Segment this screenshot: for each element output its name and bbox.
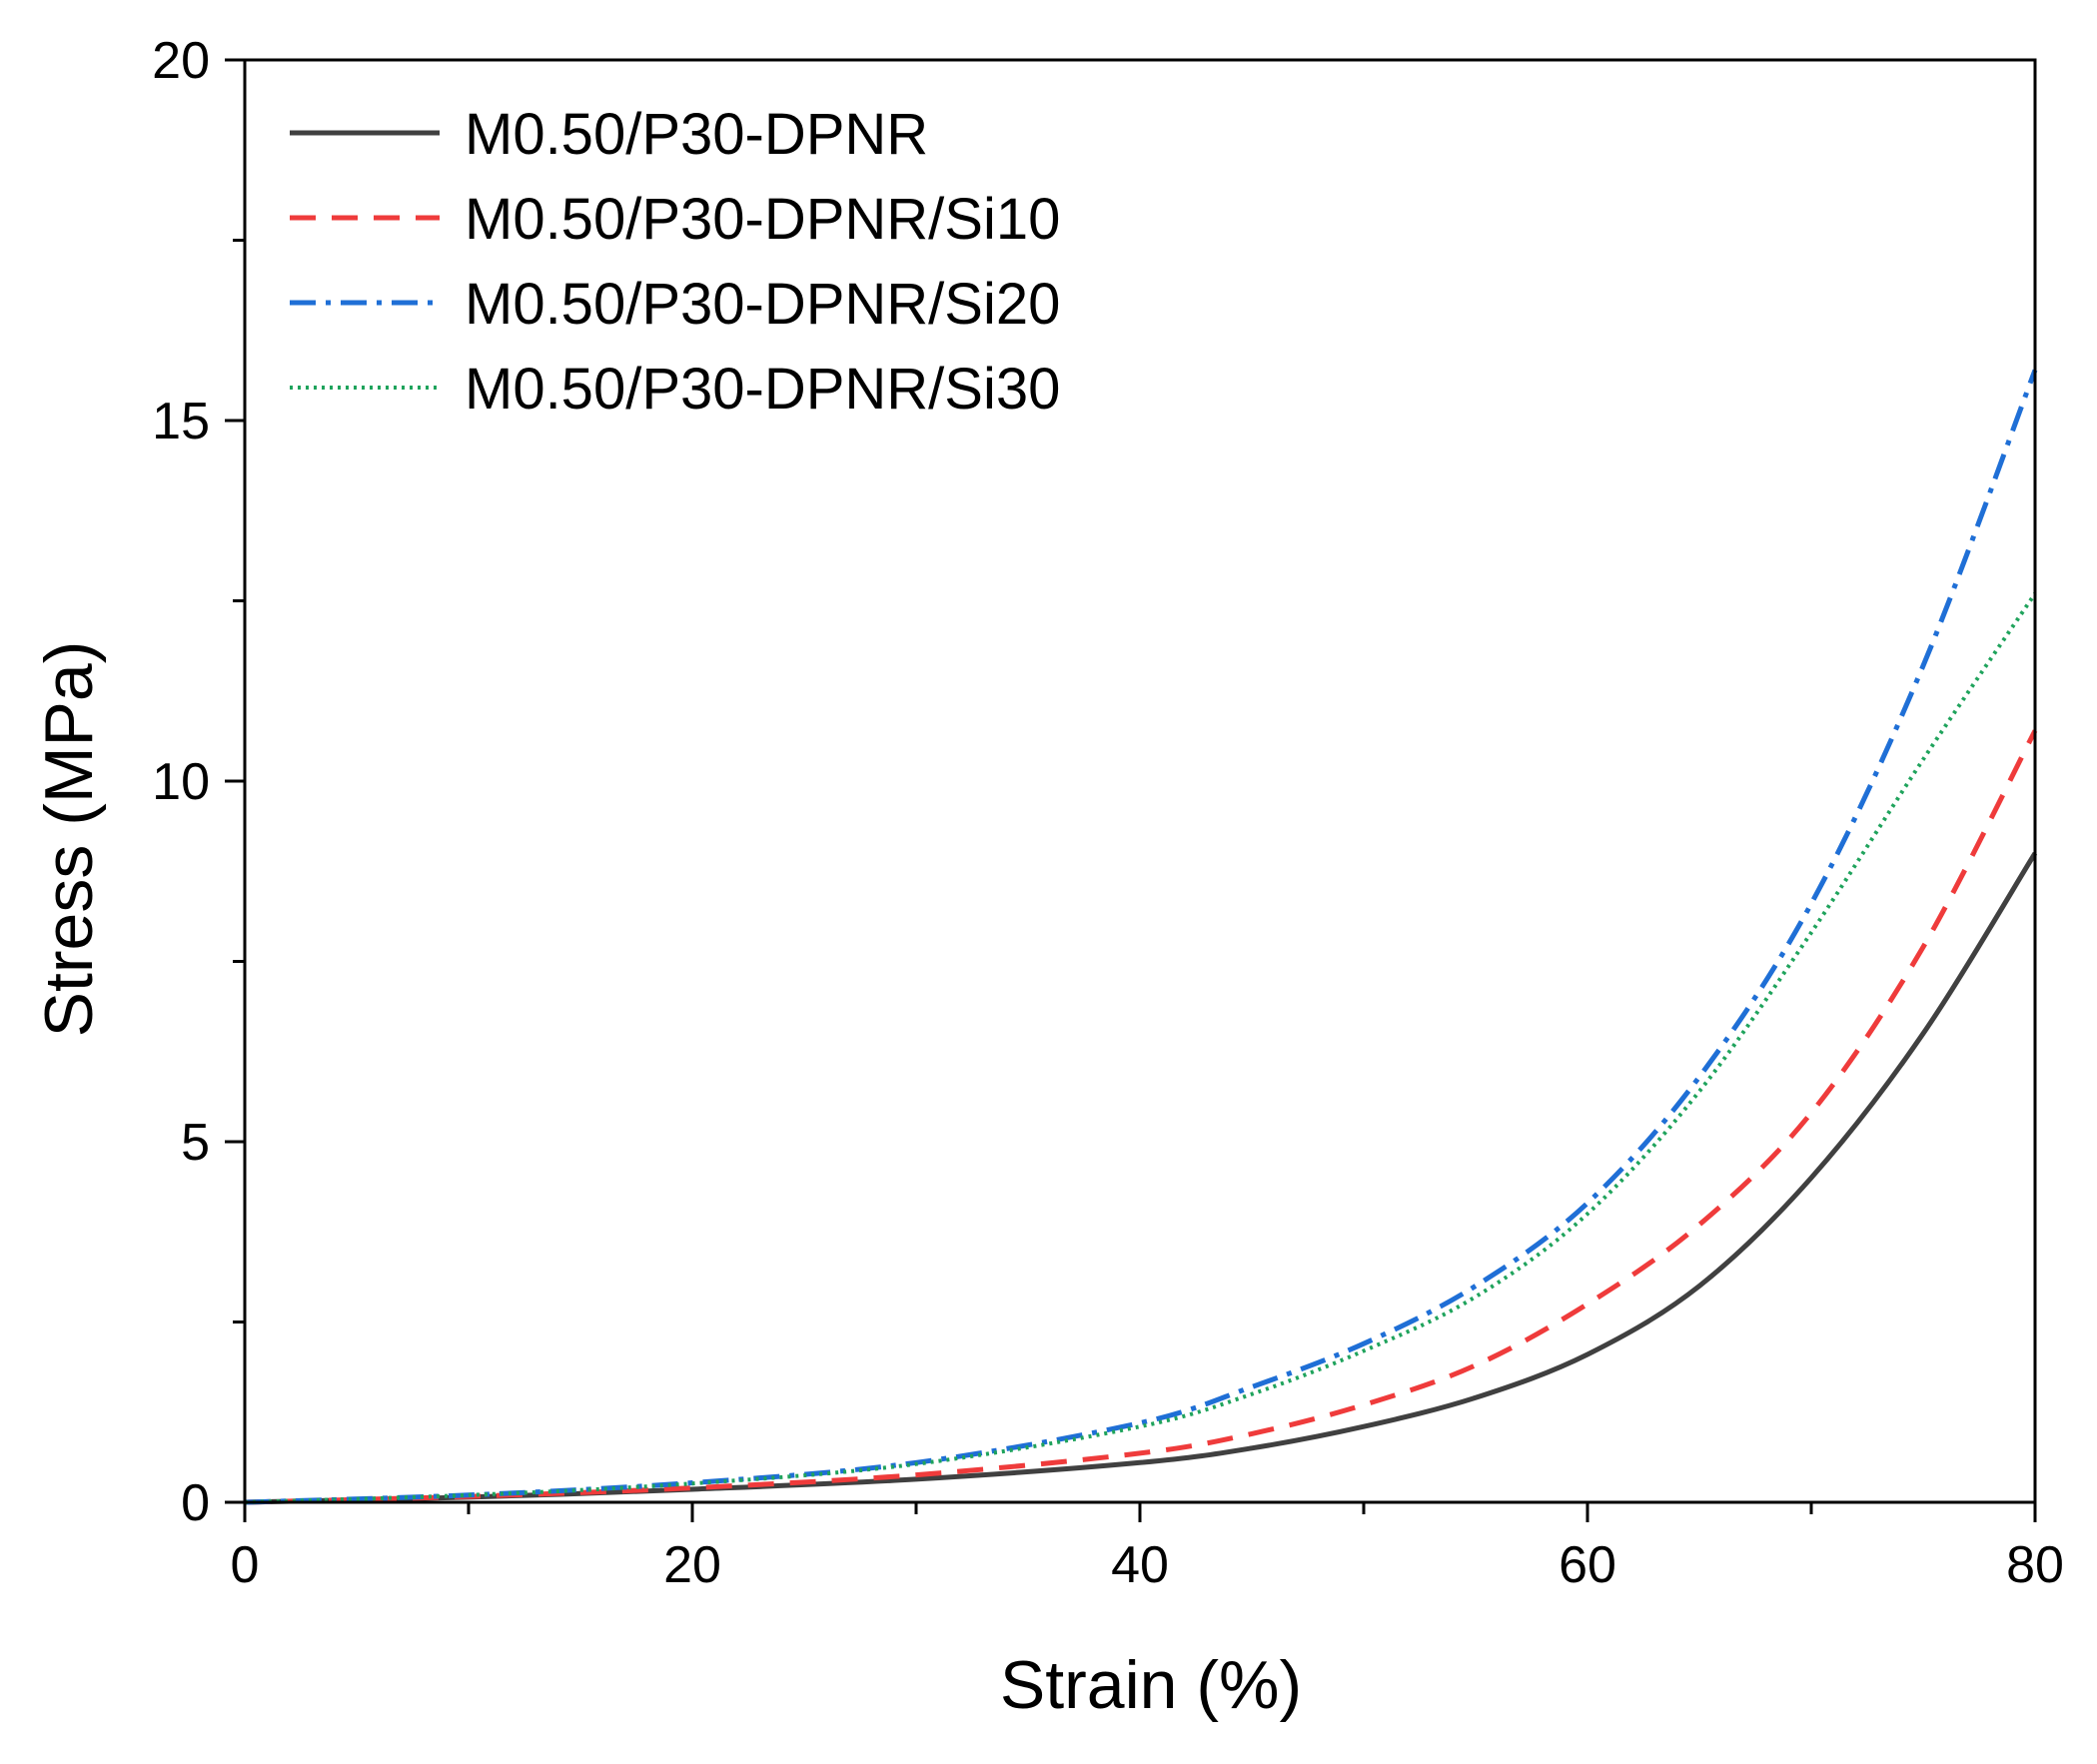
x-tick-label: 0 [231,1536,260,1594]
legend-label-1: M0.50/P30-DPNR [465,102,928,167]
x-tick-label: 20 [663,1536,721,1594]
y-tick-label: 0 [181,1474,210,1532]
y-tick-label: 10 [152,753,210,811]
legend: M0.50/P30-DPNR M0.50/P30-DPNR/Si10 M0.50/P… [290,102,1060,422]
x-tick-label: 60 [1559,1536,1616,1594]
axes-layer: 0 20 40 60 80 0 5 10 15 20 [152,32,2064,1594]
series-line-4 [244,592,2037,1504]
series-line-3 [244,369,2038,1505]
y-tick-label: 15 [152,393,210,450]
legend-label-2: M0.50/P30-DPNR/Si10 [465,187,1060,252]
series-line-2 [244,729,2038,1505]
series-line-1 [244,851,2038,1505]
legend-label-4: M0.50/P30-DPNR/Si30 [465,357,1060,422]
x-axis-title: Strain (%) [1000,1647,1302,1723]
legend-label-3: M0.50/P30-DPNR/Si20 [465,272,1060,337]
series-layer [244,369,2038,1505]
y-tick-label: 20 [152,32,210,90]
x-tick-label: 40 [1111,1536,1169,1594]
y-tick-label: 5 [181,1114,210,1172]
y-axis-title: Stress (MPa) [31,641,107,1038]
x-tick-label: 80 [2006,1536,2064,1594]
